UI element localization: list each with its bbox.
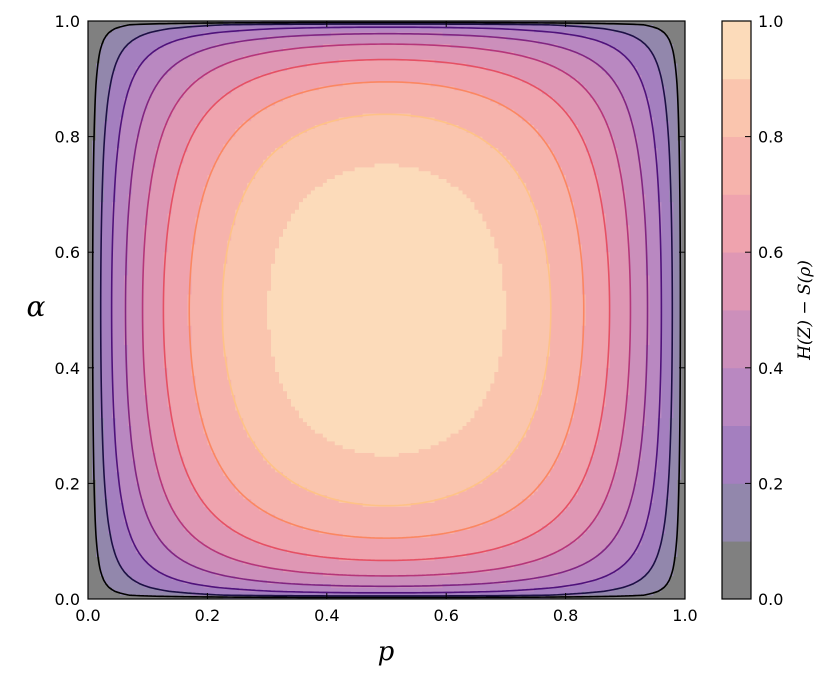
colorbar-tick-label: 0.6 [758, 243, 783, 262]
x-tick-label: 0.0 [75, 606, 100, 625]
plot-area: 0.0 0.2 0.4 0.6 0.8 1.0 0.00.20.40.60.81.0 p … [27, 12, 698, 667]
colorbar-tick-label: 0.0 [758, 590, 783, 609]
colorbar-label: H(Z) − S(ρ) [795, 260, 815, 361]
colorbar-band-3 [722, 367, 751, 426]
x-tick-label: 1.0 [672, 606, 697, 625]
contour-line-0.8 [221, 113, 552, 507]
colorbar-tick-label: 0.2 [758, 474, 783, 493]
colorbar-tick-label: 1.0 [758, 12, 783, 31]
x-tick-label: 0.8 [553, 606, 578, 625]
contour-band-6 [163, 59, 610, 561]
colorbar-band-7 [722, 136, 751, 195]
y-tick-label: 1.0 [55, 12, 80, 31]
colorbar-band-0 [722, 541, 751, 600]
y-tick-label: 0.4 [55, 359, 80, 378]
contour-line-0.3 [110, 26, 663, 594]
colorbar-band-1 [722, 483, 751, 542]
colorbar-ticks: 0.0 0.2 0.4 0.6 0.8 1.0 [745, 12, 783, 609]
contour-lines [91, 21, 682, 599]
x-axis-label: p [378, 637, 395, 667]
plot-frame [87, 20, 686, 600]
contour-line-0.2 [99, 23, 674, 597]
y-axis-label: α [27, 290, 46, 323]
contour-fills [88, 21, 685, 599]
contour-line-0.5 [141, 43, 632, 577]
contour-band-5 [143, 44, 630, 577]
colorbar-frame [721, 20, 752, 600]
x-axis-ticks: 0.0 0.2 0.4 0.6 0.8 1.0 [75, 21, 698, 625]
y-axis-ticks: 0.0 0.2 0.4 0.6 0.8 1.0 [55, 12, 685, 609]
y-tick-label: 0.6 [55, 243, 80, 262]
colorbar-band-6 [722, 194, 751, 253]
x-tick-label: 0.4 [314, 606, 339, 625]
contour-band-9 [267, 163, 507, 457]
colorbar-tick-label: 0.4 [758, 359, 783, 378]
y-tick-label: 0.8 [55, 128, 80, 147]
x-tick-label: 0.2 [195, 606, 220, 625]
colorbar-band-2 [722, 425, 751, 484]
x-tick-label: 0.6 [433, 606, 458, 625]
y-tick-label: 0.0 [55, 590, 80, 609]
colorbar-bands [722, 21, 751, 600]
contour-line-0.1 [91, 21, 682, 599]
colorbar-tick-label: 0.8 [758, 128, 783, 147]
colorbar: 0.0 0.2 0.4 0.6 0.8 1.0 H(Z) − S(ρ) [721, 12, 815, 609]
contour-line-0.7 [188, 81, 585, 539]
colorbar-band-4 [722, 310, 751, 369]
colorbar-band-9 [722, 21, 751, 80]
y-tick-label: 0.2 [55, 474, 80, 493]
colorbar-band-5 [722, 252, 751, 311]
contour-line-0.4 [124, 32, 649, 588]
contour-band-4 [123, 32, 650, 588]
colorbar-band-8 [722, 78, 751, 137]
contour-line-0.6 [162, 58, 611, 562]
